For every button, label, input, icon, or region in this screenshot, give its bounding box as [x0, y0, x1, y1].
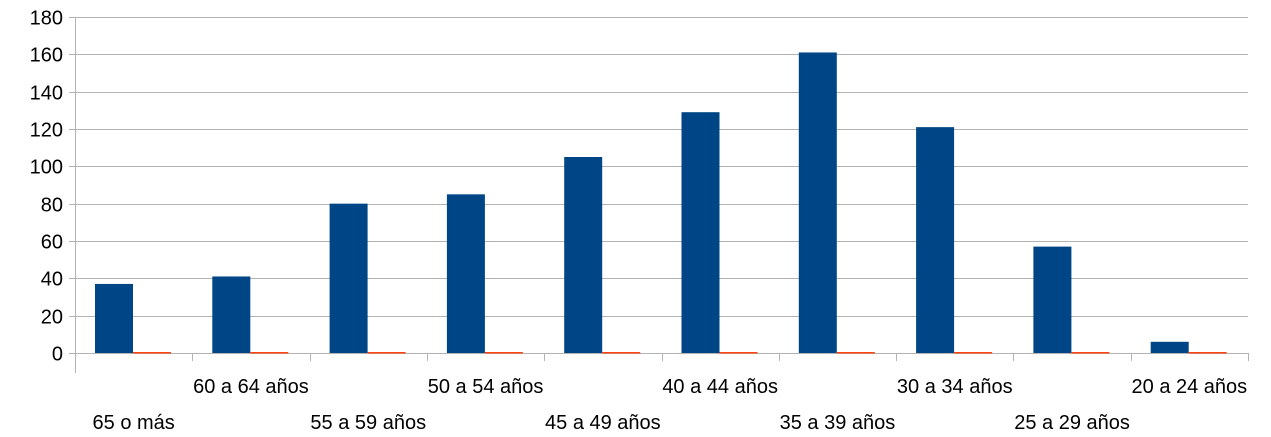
- y-tick-labels: 0 20 40 60 80 100 120 140 160 180: [30, 8, 63, 366]
- x-category-label: 25 a 29 años: [1014, 412, 1130, 434]
- bar: [836, 352, 875, 354]
- y-tick-label: 60: [41, 232, 63, 254]
- bar: [719, 352, 758, 354]
- x-category-label: 30 a 34 años: [897, 376, 1013, 398]
- x-category-label: 65 o más: [93, 412, 175, 434]
- bar: [1188, 352, 1227, 354]
- x-category-label: 20 a 24 años: [1132, 376, 1248, 398]
- bar: [95, 283, 133, 353]
- bar: [367, 352, 406, 354]
- y-tick-label: 160: [30, 45, 63, 67]
- y-tick-label: 120: [30, 120, 63, 142]
- x-category-label: 50 a 54 años: [428, 376, 544, 398]
- x-category-label: 55 a 59 años: [310, 412, 426, 434]
- bar: [954, 352, 993, 354]
- bar: [1150, 341, 1189, 353]
- x-category-label: 45 a 49 años: [545, 412, 661, 434]
- bar: [798, 52, 837, 353]
- bar: [484, 352, 523, 354]
- y-tick-label: 80: [41, 195, 63, 217]
- x-category-label: 60 a 64 años: [193, 376, 309, 398]
- bar: [250, 352, 289, 354]
- y-tick-label: 0: [52, 344, 63, 366]
- y-tick-label: 100: [30, 157, 63, 179]
- bar: [212, 276, 251, 353]
- y-tick-label: 180: [30, 8, 63, 30]
- bars: [95, 52, 1227, 354]
- bar: [1071, 352, 1110, 354]
- bar: [564, 157, 603, 353]
- y-tick-label: 40: [41, 269, 63, 291]
- bar: [133, 352, 171, 354]
- bar: [446, 194, 485, 353]
- bar: [681, 112, 720, 353]
- bar: [916, 127, 955, 353]
- y-tick-label: 20: [41, 307, 63, 329]
- bar: [329, 203, 368, 353]
- x-category-label: 40 a 44 años: [662, 376, 778, 398]
- axes: [75, 17, 1249, 373]
- bar: [1033, 246, 1072, 353]
- x-category-label: 35 a 39 años: [780, 412, 896, 434]
- y-tick-label: 140: [30, 83, 63, 105]
- grid: [69, 17, 1248, 354]
- bar: [602, 352, 641, 354]
